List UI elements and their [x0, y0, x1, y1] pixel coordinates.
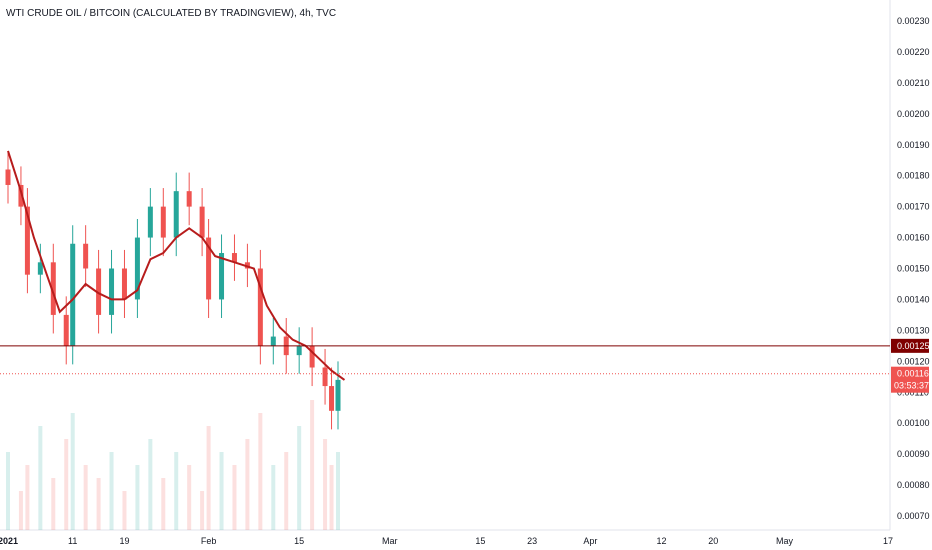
volume-bar	[310, 400, 315, 530]
volume-bar	[187, 465, 192, 530]
y-tick-label: 0.00090	[897, 449, 930, 459]
volume-bar	[336, 452, 340, 530]
volume-bar	[271, 465, 276, 530]
candle-body	[160, 206, 166, 238]
price-tag-level-text: 0.00125	[897, 341, 930, 351]
x-tick-label: 12	[657, 536, 667, 546]
volume-bar	[83, 465, 88, 530]
x-tick-label: Mar	[382, 536, 398, 546]
candle-body	[231, 253, 237, 263]
y-tick-label: 0.00230	[897, 16, 930, 26]
candle-body	[83, 243, 89, 269]
candle-body	[134, 237, 140, 300]
x-tick-label: 19	[119, 536, 129, 546]
x-tick-label: 2021	[0, 536, 18, 546]
volume-bar	[219, 452, 224, 530]
volume-bar	[245, 439, 250, 530]
x-tick-label: 15	[294, 536, 304, 546]
volume-bar	[64, 439, 69, 530]
candle-body	[206, 237, 212, 300]
y-tick-label: 0.00070	[897, 511, 930, 521]
volume-bar	[51, 478, 56, 530]
volume-bar	[258, 413, 263, 530]
y-tick-label: 0.00080	[897, 480, 930, 490]
candle-body	[5, 169, 11, 185]
y-tick-label: 0.00210	[897, 78, 930, 88]
candle-body	[50, 262, 56, 315]
countdown-text: 03:53:37	[894, 381, 929, 391]
price-tag-current-text: 0.00116	[897, 369, 929, 379]
candle-body	[147, 206, 153, 238]
price-tag-current	[891, 366, 929, 393]
volume-bar	[174, 452, 179, 530]
y-tick-label: 0.00160	[897, 233, 930, 243]
volume-bar	[232, 465, 237, 530]
y-tick-label: 0.00150	[897, 264, 930, 274]
volume-bar	[297, 426, 302, 530]
candle-body	[219, 253, 225, 300]
candle-body	[24, 206, 30, 275]
candle-body	[173, 191, 179, 238]
candle-body	[309, 345, 315, 368]
volume-bar	[135, 465, 140, 530]
candle-body	[270, 336, 276, 346]
volume-bar	[148, 439, 153, 530]
volume-bar	[18, 491, 23, 530]
x-tick-label: 23	[527, 536, 537, 546]
x-tick-label: Feb	[201, 536, 217, 546]
y-tick-label: 0.00180	[897, 171, 930, 181]
volume-bar	[206, 426, 211, 530]
volume-bar	[6, 452, 10, 530]
volume-bar	[284, 452, 289, 530]
y-tick-label: 0.00200	[897, 109, 930, 119]
y-tick-label: 0.00170	[897, 202, 930, 212]
candle-body	[322, 367, 328, 387]
candle-body	[96, 268, 102, 315]
candle-body	[63, 314, 69, 346]
volume-bar	[38, 426, 43, 530]
y-tick-label: 0.00140	[897, 294, 930, 304]
x-tick-label: 11	[68, 536, 77, 546]
x-tick-label: 15	[475, 536, 485, 546]
candle-body	[329, 386, 335, 411]
candle-body	[70, 243, 76, 346]
candle-body	[186, 191, 192, 207]
y-tick-label: 0.00130	[897, 325, 930, 335]
x-tick-label: 20	[708, 536, 718, 546]
x-tick-label: 17	[883, 536, 893, 546]
volume-bar	[70, 413, 75, 530]
volume-bar	[25, 465, 30, 530]
volume-bar	[122, 491, 127, 530]
chart-title: WTI CRUDE OIL / BITCOIN (CALCULATED BY T…	[6, 8, 337, 19]
volume-bar	[200, 491, 205, 530]
candle-body	[335, 379, 341, 411]
moving-average-line	[7, 150, 346, 381]
candle-body	[18, 184, 24, 207]
candle-body	[257, 268, 263, 346]
price-tag-level	[891, 338, 929, 353]
candle-body	[109, 268, 115, 315]
y-tick-label: 0.00120	[897, 356, 930, 366]
y-tick-label: 0.00100	[897, 418, 930, 428]
volume-bar	[323, 439, 328, 530]
candle-body	[199, 206, 205, 238]
volume-bar	[161, 478, 166, 530]
x-tick-label: May	[776, 536, 794, 546]
volume-bar	[329, 465, 334, 530]
y-tick-label: 0.00220	[897, 47, 930, 57]
volume-bar	[96, 478, 101, 530]
y-tick-label: 0.00190	[897, 140, 930, 150]
x-tick-label: Apr	[583, 536, 597, 546]
candle-body	[121, 268, 127, 300]
volume-bar	[109, 452, 114, 530]
candle-body	[37, 262, 43, 275]
candle-body	[296, 345, 302, 356]
